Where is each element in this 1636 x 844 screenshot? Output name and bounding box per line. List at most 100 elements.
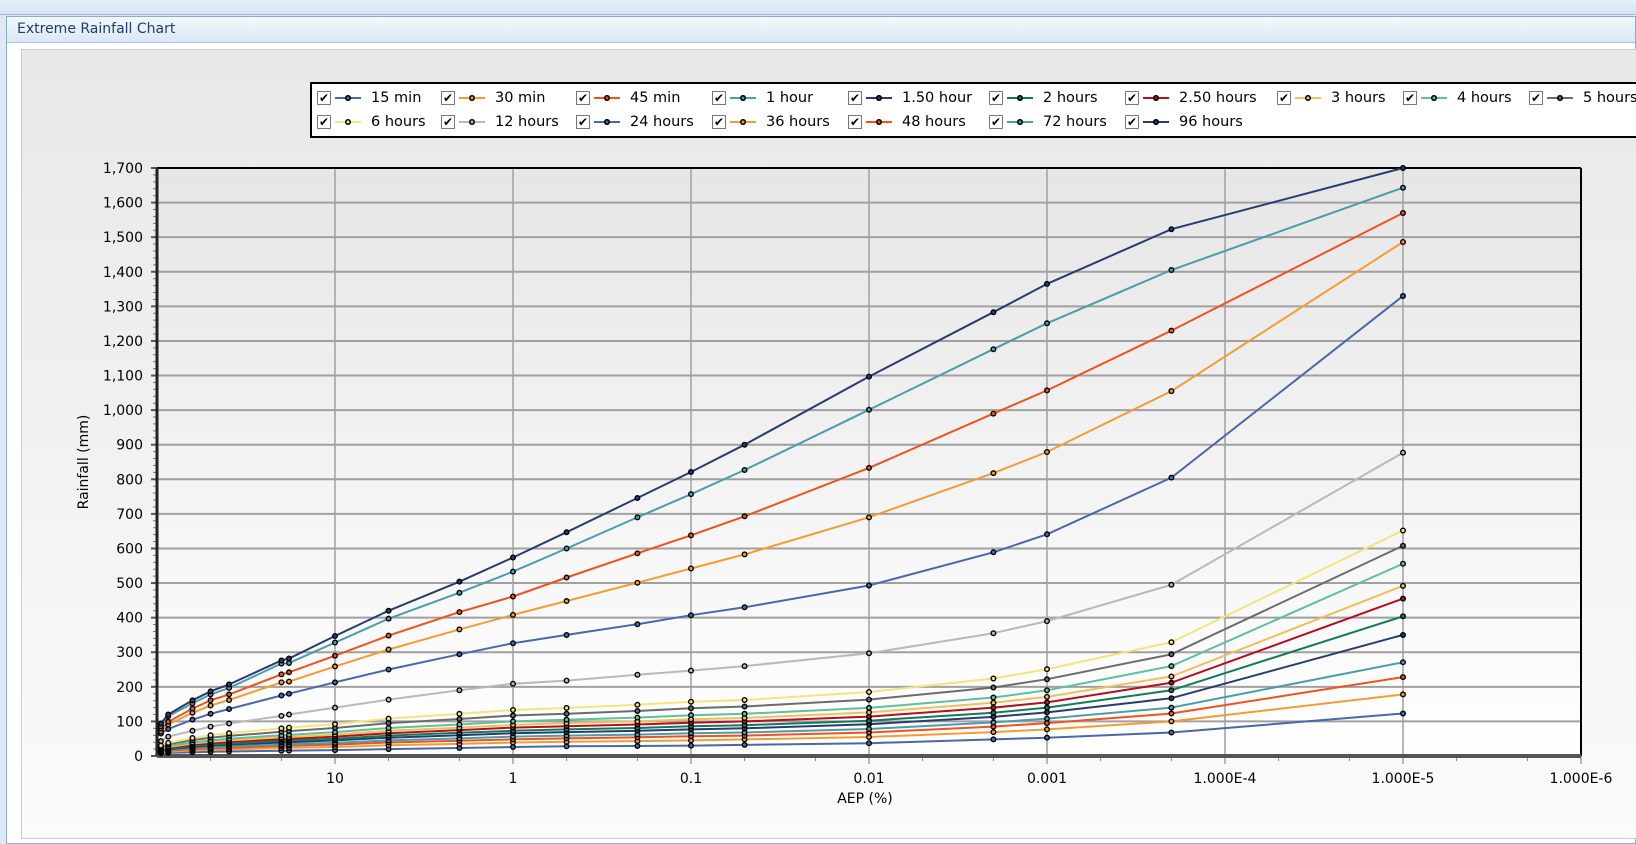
y-tick-label: 1,200 <box>103 334 143 350</box>
data-point-12-hours <box>1043 618 1050 625</box>
legend-label: 15 min <box>371 90 422 106</box>
legend-item-5-hours[interactable]: ✔ 5 hours <box>1529 88 1636 108</box>
legend-checkbox[interactable]: ✔ <box>317 91 331 105</box>
legend-checkbox[interactable]: ✔ <box>712 91 726 105</box>
legend-item-36-hours[interactable]: ✔ 36 hours <box>712 112 830 132</box>
panel-header: Extreme Rainfall Chart <box>7 17 1635 43</box>
data-point-36-hours <box>278 679 285 686</box>
y-tick-label: 600 <box>116 541 143 557</box>
data-point-72-hours <box>456 589 463 596</box>
series-line-1-50-hour <box>160 633 1404 752</box>
legend-item-45-min[interactable]: ✔ 45 min <box>576 88 680 108</box>
legend-item-15-min[interactable]: ✔ 15 min <box>317 88 421 108</box>
legend-checkbox[interactable]: ✔ <box>712 115 726 129</box>
data-point-5-hours <box>866 696 873 703</box>
legend-checkbox[interactable]: ✔ <box>1529 91 1543 105</box>
legend-item-12-hours[interactable]: ✔ 12 hours <box>441 112 559 132</box>
data-point-72-hours <box>990 346 997 353</box>
y-tick-label: 1,100 <box>103 369 143 385</box>
data-point-30-min <box>1043 726 1050 733</box>
y-tick-label: 200 <box>116 680 143 696</box>
legend-checkbox[interactable]: ✔ <box>1403 91 1417 105</box>
data-point-48-hours <box>286 669 293 676</box>
legend-item-4-hours[interactable]: ✔ 4 hours <box>1403 88 1512 108</box>
y-tick-label: 1,400 <box>103 265 143 281</box>
data-point-12-hours <box>286 711 293 718</box>
legend-checkbox[interactable]: ✔ <box>576 115 590 129</box>
series-line-48-hours <box>160 212 1404 730</box>
data-point-36-hours <box>990 470 997 477</box>
data-point-1-hour <box>1043 715 1050 722</box>
legend-checkbox[interactable]: ✔ <box>989 91 1003 105</box>
legend-item-24-hours[interactable]: ✔ 24 hours <box>576 112 694 132</box>
data-point-24-hours <box>1168 474 1175 481</box>
legend-checkbox[interactable]: ✔ <box>1125 115 1139 129</box>
legend-item-6-hours[interactable]: ✔ 6 hours <box>317 112 426 132</box>
legend-checkbox[interactable]: ✔ <box>989 115 1003 129</box>
legend-checkbox[interactable]: ✔ <box>441 91 455 105</box>
series-marker-icon <box>866 91 892 105</box>
legend-checkbox[interactable]: ✔ <box>1277 91 1291 105</box>
legend-item-2-hours[interactable]: ✔ 2 hours <box>989 88 1098 108</box>
legend-checkbox[interactable]: ✔ <box>317 115 331 129</box>
legend-item-96-hours[interactable]: ✔ 96 hours <box>1125 112 1243 132</box>
series-line-36-hours <box>160 241 1404 733</box>
legend-item-3-hours[interactable]: ✔ 3 hours <box>1277 88 1386 108</box>
legend-item-72-hours[interactable]: ✔ 72 hours <box>989 112 1107 132</box>
data-point-1-hour <box>866 726 873 733</box>
legend-checkbox[interactable]: ✔ <box>848 115 862 129</box>
data-point-96-hours <box>157 720 164 727</box>
data-point-36-hours <box>563 598 570 605</box>
data-point-4-hours <box>1043 687 1050 694</box>
data-point-48-hours <box>634 550 641 557</box>
legend-label: 2 hours <box>1043 90 1098 106</box>
legend-item-1-hour[interactable]: ✔ 1 hour <box>712 88 813 108</box>
series-marker-icon <box>1007 91 1033 105</box>
data-point-12-hours <box>1399 449 1406 456</box>
data-point-12-hours <box>634 671 641 678</box>
legend-item-2-50-hours[interactable]: ✔ 2.50 hours <box>1125 88 1257 108</box>
data-point-72-hours <box>332 639 339 646</box>
data-point-3-hours <box>990 699 997 706</box>
y-tick-label: 1,500 <box>103 230 143 246</box>
data-point-36-hours <box>226 696 233 703</box>
data-point-96-hours <box>634 494 641 501</box>
data-point-96-hours <box>332 632 339 639</box>
series-marker-icon <box>866 115 892 129</box>
data-point-6-hours <box>332 721 339 728</box>
data-point-24-hours <box>1043 531 1050 538</box>
data-point-4-hours <box>990 694 997 701</box>
data-point-96-hours <box>278 657 285 664</box>
y-tick-label: 500 <box>116 576 143 592</box>
data-point-36-hours <box>207 702 214 709</box>
legend-checkbox[interactable]: ✔ <box>576 91 590 105</box>
data-point-5-hours <box>1168 651 1175 658</box>
series-line-2-50-hours <box>160 597 1404 751</box>
legend-checkbox[interactable]: ✔ <box>1125 91 1139 105</box>
panel-title: Extreme Rainfall Chart <box>17 21 176 37</box>
data-point-12-hours <box>456 687 463 694</box>
data-point-96-hours <box>990 309 997 316</box>
legend-label: 48 hours <box>902 114 966 130</box>
data-point-6-hours <box>866 689 873 696</box>
y-tick-label: 700 <box>116 507 143 523</box>
series-line-96-hours <box>160 167 1404 725</box>
data-point-5-hours <box>688 705 695 712</box>
legend-item-48-hours[interactable]: ✔ 48 hours <box>848 112 966 132</box>
data-point-96-hours <box>189 697 196 704</box>
data-point-24-hours <box>286 690 293 697</box>
data-point-12-hours <box>385 696 392 703</box>
y-tick-label: 1,600 <box>103 196 143 212</box>
data-point-36-hours <box>332 663 339 670</box>
data-point-72-hours <box>634 514 641 521</box>
legend-checkbox[interactable]: ✔ <box>441 115 455 129</box>
series-marker-icon <box>730 91 756 105</box>
legend-label: 1.50 hour <box>902 90 973 106</box>
data-point-5-hours <box>1043 676 1050 683</box>
data-point-48-hours <box>385 632 392 639</box>
legend-checkbox[interactable]: ✔ <box>848 91 862 105</box>
data-point-48-hours <box>226 691 233 698</box>
legend-item-30-min[interactable]: ✔ 30 min <box>441 88 545 108</box>
data-point-1-hour <box>990 719 997 726</box>
legend-item-1-50-hour[interactable]: ✔ 1.50 hour <box>848 88 972 108</box>
